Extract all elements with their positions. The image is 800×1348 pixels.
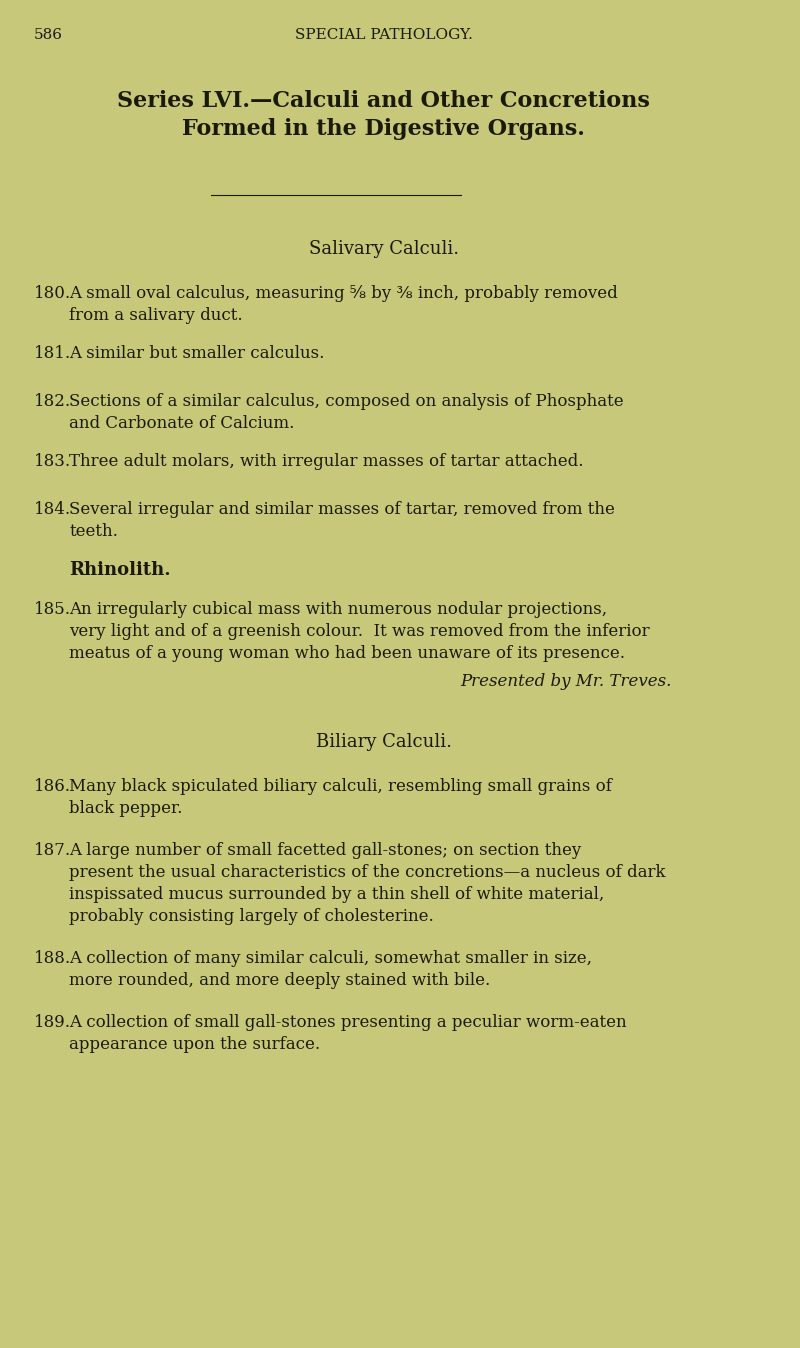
Text: Several irregular and similar masses of tartar, removed from the: Several irregular and similar masses of … xyxy=(69,501,615,518)
Text: Biliary Calculi.: Biliary Calculi. xyxy=(316,733,452,751)
Text: 186.: 186. xyxy=(34,778,70,795)
Text: A collection of small gall-stones presenting a peculiar worm-eaten: A collection of small gall-stones presen… xyxy=(69,1014,626,1031)
Text: A large number of small facetted gall-stones; on section they: A large number of small facetted gall-st… xyxy=(69,842,582,859)
Text: Sections of a similar calculus, composed on analysis of Phosphate: Sections of a similar calculus, composed… xyxy=(69,394,624,410)
Text: and Carbonate of Calcium.: and Carbonate of Calcium. xyxy=(69,415,294,431)
Text: 181.: 181. xyxy=(34,345,70,363)
Text: appearance upon the surface.: appearance upon the surface. xyxy=(69,1037,320,1053)
Text: present the usual characteristics of the concretions—a nucleus of dark: present the usual characteristics of the… xyxy=(69,864,666,882)
Text: A collection of many similar calculi, somewhat smaller in size,: A collection of many similar calculi, so… xyxy=(69,950,592,967)
Text: teeth.: teeth. xyxy=(69,523,118,541)
Text: Many black spiculated biliary calculi, resembling small grains of: Many black spiculated biliary calculi, r… xyxy=(69,778,612,795)
Text: A small oval calculus, measuring ⅝ by ⅜ inch, probably removed: A small oval calculus, measuring ⅝ by ⅜ … xyxy=(69,284,618,302)
Text: 183.: 183. xyxy=(34,453,70,470)
Text: more rounded, and more deeply stained with bile.: more rounded, and more deeply stained wi… xyxy=(69,972,490,989)
Text: meatus of a young woman who had been unaware of its presence.: meatus of a young woman who had been una… xyxy=(69,644,625,662)
Text: SPECIAL PATHOLOGY.: SPECIAL PATHOLOGY. xyxy=(295,28,473,42)
Text: Series LVI.—Calculi and Other Concretions: Series LVI.—Calculi and Other Concretion… xyxy=(118,90,650,112)
Text: probably consisting largely of cholesterine.: probably consisting largely of cholester… xyxy=(69,909,434,925)
Text: Three adult molars, with irregular masses of tartar attached.: Three adult molars, with irregular masse… xyxy=(69,453,583,470)
Text: 180.: 180. xyxy=(34,284,70,302)
Text: 185.: 185. xyxy=(34,601,70,617)
Text: Presented by Mr. Treves.: Presented by Mr. Treves. xyxy=(460,673,672,690)
Text: Formed in the Digestive Organs.: Formed in the Digestive Organs. xyxy=(182,119,586,140)
Text: 184.: 184. xyxy=(34,501,70,518)
Text: 586: 586 xyxy=(34,28,62,42)
Text: 189.: 189. xyxy=(34,1014,70,1031)
Text: Rhinolith.: Rhinolith. xyxy=(69,561,170,580)
Text: 188.: 188. xyxy=(34,950,70,967)
Text: inspissated mucus surrounded by a thin shell of white material,: inspissated mucus surrounded by a thin s… xyxy=(69,886,604,903)
Text: from a salivary duct.: from a salivary duct. xyxy=(69,307,242,324)
Text: very light and of a greenish colour.  It was removed from the inferior: very light and of a greenish colour. It … xyxy=(69,623,650,640)
Text: black pepper.: black pepper. xyxy=(69,799,182,817)
Text: A similar but smaller calculus.: A similar but smaller calculus. xyxy=(69,345,325,363)
Text: Salivary Calculi.: Salivary Calculi. xyxy=(309,240,459,257)
Text: 187.: 187. xyxy=(34,842,70,859)
Text: An irregularly cubical mass with numerous nodular projections,: An irregularly cubical mass with numerou… xyxy=(69,601,607,617)
Text: 182.: 182. xyxy=(34,394,70,410)
